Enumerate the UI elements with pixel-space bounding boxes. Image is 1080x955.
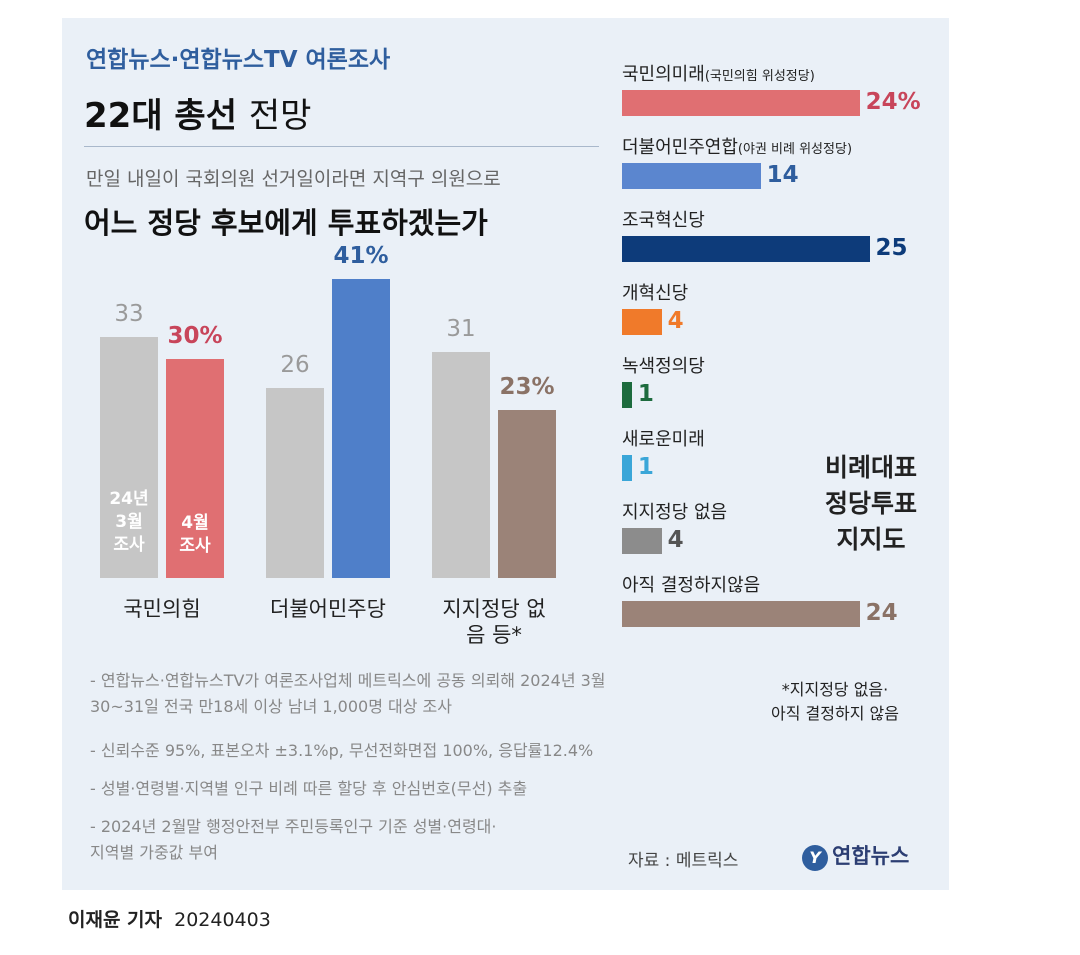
party-label: 더불어민주연합(야권 비례 위성정당) xyxy=(622,133,852,159)
april-bar xyxy=(166,359,224,578)
survey-note: - 연합뉴스·연합뉴스TV가 여론조사업체 메트릭스에 공동 의뢰해 2024년… xyxy=(90,671,606,716)
party-value: 14 xyxy=(766,162,799,188)
party-note: (야권 비례 위성정당) xyxy=(737,142,853,157)
april-survey-label: 4월 조사 xyxy=(179,513,211,556)
survey-note: - 신뢰수준 95%, 표본오차 ±3.1%p, 무선전화면접 100%, 응답… xyxy=(90,741,594,760)
category-label: 국민의힘 xyxy=(123,597,201,621)
party-name: 더불어민주연합 xyxy=(622,137,738,158)
party-bar xyxy=(622,528,662,554)
march-value-label: 31 xyxy=(446,315,476,342)
party-name: 지지정당 없음 xyxy=(622,502,728,523)
march-bar xyxy=(100,337,158,578)
yonhap-logo-text: 연합뉴스 xyxy=(832,844,910,868)
main-title-light: 전망 xyxy=(248,96,312,136)
party-value: 1 xyxy=(637,454,654,480)
question-line-2: 어느 정당 후보에게 투표하겠는가 xyxy=(84,206,488,240)
publish-date: 20240403 xyxy=(174,909,271,931)
march-value-label: 26 xyxy=(280,352,310,379)
march-value-label: 33 xyxy=(114,301,144,328)
question-line-1: 만일 내일이 국회의원 선거일이라면 지역구 의원으로 xyxy=(86,168,501,190)
title-divider xyxy=(84,146,599,147)
party-name: 아직 결정하지않음 xyxy=(622,575,761,596)
party-value: 4 xyxy=(667,527,684,553)
party-label: 개혁신당 xyxy=(622,279,688,305)
party-label: 조국혁신당 xyxy=(622,206,705,232)
party-value: 4 xyxy=(667,308,684,334)
march-survey-label: 24년 3월 조사 xyxy=(109,489,149,555)
april-bar xyxy=(498,410,556,578)
category-label: 더불어민주당 xyxy=(270,597,386,621)
party-bar xyxy=(622,236,870,262)
party-bar xyxy=(622,455,632,481)
party-name: 조국혁신당 xyxy=(622,210,705,231)
party-label: 국민의미래(국민의힘 위성정당) xyxy=(622,60,815,86)
credit-line: 이재윤 기자 20240403 xyxy=(68,905,271,932)
reporter-name: 이재윤 기자 xyxy=(68,909,163,931)
main-title: 22대 총선 전망 xyxy=(84,88,311,137)
party-name: 녹색정의당 xyxy=(622,356,705,377)
party-name: 국민의미래 xyxy=(622,64,705,85)
party-note: (국민의힘 위성정당) xyxy=(704,69,815,84)
march-bar xyxy=(432,351,490,578)
source-label: 자료 : 메트릭스 xyxy=(628,851,739,871)
survey-note: - 2024년 2월말 행정안전부 주민등록인구 기준 성별·연령대·지역별 가… xyxy=(90,817,497,862)
party-name: 개혁신당 xyxy=(622,283,689,304)
party-bar xyxy=(622,309,662,335)
party-value: 25 xyxy=(875,235,908,261)
category-label: 지지정당 없음 등* xyxy=(442,597,546,647)
party-name: 새로운미래 xyxy=(622,429,705,450)
party-bar xyxy=(622,601,860,627)
april-value-label: 30% xyxy=(167,323,223,349)
party-label: 새로운미래 xyxy=(622,425,705,451)
main-title-bold: 22대 총선 xyxy=(84,96,237,136)
april-value-label: 23% xyxy=(499,374,555,401)
party-value: 24% xyxy=(865,89,921,115)
party-label: 지지정당 없음 xyxy=(622,498,727,524)
party-value: 24 xyxy=(865,600,898,626)
april-bar xyxy=(332,278,390,578)
yonhap-logo-icon: Y xyxy=(802,845,828,871)
party-label: 아직 결정하지않음 xyxy=(622,571,760,597)
party-label: 녹색정의당 xyxy=(622,352,705,378)
party-value: 1 xyxy=(637,381,654,407)
march-bar xyxy=(266,388,324,578)
footnote: *지지정당 없음· 아직 결정하지 않음 xyxy=(771,680,899,723)
yonhap-logo: Y 연합뉴스 xyxy=(802,840,909,871)
poll-org-title: 연합뉴스·연합뉴스TV 여론조사 xyxy=(86,47,391,73)
april-value-label: 41% xyxy=(333,242,389,269)
party-bar xyxy=(622,90,860,116)
survey-note: - 성별·연령별·지역별 인구 비례 따른 할당 후 안심번호(무선) 추출 xyxy=(90,779,528,798)
infographic-panel: 연합뉴스·연합뉴스TV 여론조사 22대 총선 전망 만일 내일이 국회의원 선… xyxy=(62,18,949,890)
proportional-chart-title: 비례대표 정당투표 지지도 xyxy=(824,453,917,554)
party-bar xyxy=(622,163,761,189)
party-bar xyxy=(622,382,632,408)
